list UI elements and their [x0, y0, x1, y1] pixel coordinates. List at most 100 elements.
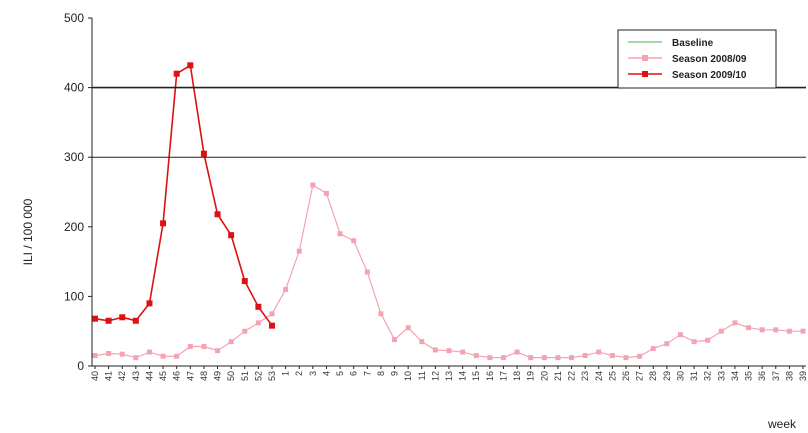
x-tick-label: 18 [512, 371, 522, 381]
data-point [432, 347, 438, 353]
x-tick-label: 3 [308, 371, 318, 376]
data-point [228, 232, 235, 239]
x-tick-label: 15 [471, 371, 481, 381]
data-point [200, 150, 207, 157]
x-tick-label: 8 [376, 371, 386, 376]
data-point [623, 355, 629, 361]
data-point [650, 346, 656, 352]
x-tick-label: 33 [716, 371, 726, 381]
x-tick-label: 16 [485, 371, 495, 381]
data-point [392, 337, 398, 343]
x-axis-label: week [767, 417, 797, 431]
data-point [323, 190, 329, 196]
x-tick-label: 45 [158, 371, 168, 381]
x-tick-label: 34 [730, 371, 740, 381]
data-point [773, 327, 779, 333]
data-point [732, 320, 738, 326]
x-tick-label: 1 [281, 371, 291, 376]
x-tick-label: 29 [662, 371, 672, 381]
data-point [255, 320, 261, 326]
data-point [473, 353, 479, 359]
series-line [94, 64, 273, 327]
x-tick-label: 44 [144, 371, 154, 381]
data-point [705, 337, 711, 343]
x-tick-label: 30 [675, 371, 685, 381]
y-tick-label: 500 [64, 11, 84, 25]
legend-item: Season 2008/09 [628, 54, 747, 65]
data-point [555, 355, 561, 361]
legend-item: Baseline [628, 38, 714, 49]
data-point [119, 314, 126, 321]
x-tick-label: 19 [526, 371, 536, 381]
y-tick-label: 0 [77, 359, 84, 373]
series-season-2009-10 [92, 62, 275, 329]
x-tick-label: 5 [335, 371, 345, 376]
data-point [146, 300, 153, 307]
x-tick-label: 48 [199, 371, 209, 381]
x-tick-label: 38 [784, 371, 794, 381]
data-point [691, 339, 697, 345]
series-season-2008-09 [92, 182, 806, 361]
x-tick-label: 10 [403, 371, 413, 381]
data-point [228, 339, 234, 345]
data-point [718, 328, 724, 334]
data-point [255, 303, 262, 310]
legend-label: Season 2009/10 [672, 70, 747, 81]
x-tick-label: 43 [131, 371, 141, 381]
series-line [94, 184, 803, 359]
data-point [528, 355, 534, 361]
data-point [460, 349, 466, 355]
data-point [746, 325, 752, 331]
x-tick-label: 21 [553, 371, 563, 381]
x-tick-label: 41 [104, 371, 114, 381]
data-point [296, 248, 302, 254]
x-tick-label: 6 [349, 371, 359, 376]
data-point [146, 349, 152, 355]
data-point [92, 353, 98, 359]
x-tick-label: 17 [498, 371, 508, 381]
legend-label: Season 2008/09 [672, 54, 747, 65]
x-tick-label: 46 [172, 371, 182, 381]
data-point [637, 353, 643, 359]
data-point [582, 353, 588, 359]
data-point [337, 231, 343, 237]
data-point [487, 355, 493, 361]
data-point [541, 355, 547, 361]
data-point [119, 351, 125, 357]
x-tick-label: 26 [621, 371, 631, 381]
x-tick-label: 37 [771, 371, 781, 381]
data-point [269, 311, 275, 317]
data-point [201, 344, 207, 350]
data-point [664, 341, 670, 347]
data-point [786, 328, 792, 334]
data-point [92, 315, 98, 322]
x-tick-label: 52 [253, 371, 263, 381]
data-point [283, 286, 289, 292]
x-tick-label: 35 [744, 371, 754, 381]
data-point [187, 344, 193, 350]
legend-swatch-marker [642, 55, 648, 61]
data-point [609, 353, 615, 359]
data-point [378, 311, 384, 317]
x-tick-label: 20 [539, 371, 549, 381]
x-tick-label: 22 [567, 371, 577, 381]
x-tick-label: 11 [417, 371, 427, 380]
data-point [419, 339, 425, 345]
x-tick-label: 2 [294, 371, 304, 376]
x-tick-label: 49 [213, 371, 223, 381]
data-point [364, 269, 370, 275]
x-tick-label: 23 [580, 371, 590, 381]
data-point [187, 62, 194, 69]
x-tick-label: 39 [798, 371, 808, 381]
x-tick-label: 12 [430, 371, 440, 381]
x-tick-label: 42 [117, 371, 127, 381]
x-tick-label: 7 [362, 371, 372, 376]
y-tick-label: 200 [64, 220, 84, 234]
x-tick-label: 36 [757, 371, 767, 381]
x-tick-label: 40 [90, 371, 100, 381]
y-tick-label: 300 [64, 150, 84, 164]
data-point [173, 70, 180, 77]
legend-item: Season 2009/10 [628, 70, 747, 81]
